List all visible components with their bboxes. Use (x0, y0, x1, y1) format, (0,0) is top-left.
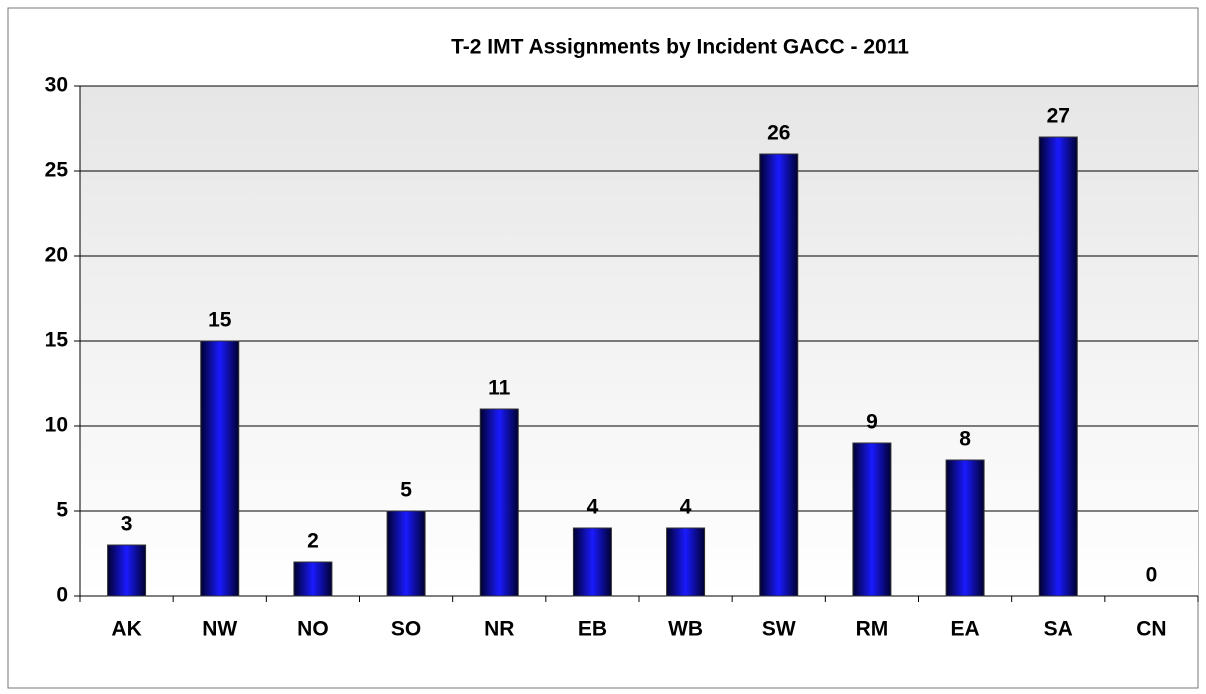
x-tick-label: WB (668, 618, 703, 641)
bar (666, 527, 706, 597)
y-tick-label: 5 (56, 499, 68, 522)
x-tick-label: NO (297, 618, 329, 641)
bar (293, 561, 333, 597)
data-label: 9 (866, 411, 878, 434)
data-label: 15 (208, 309, 232, 332)
chart-title: T-2 IMT Assignments by Incident GACC - 2… (451, 36, 909, 59)
data-label: 4 (680, 496, 692, 519)
data-label: 2 (307, 530, 319, 553)
bar (479, 408, 519, 597)
bar (852, 442, 892, 597)
data-label: 27 (1047, 105, 1070, 128)
bar (572, 527, 612, 597)
data-label: 4 (587, 496, 599, 519)
x-tick-label: CN (1136, 618, 1166, 641)
bar (945, 459, 985, 597)
y-tick-label: 20 (45, 244, 68, 267)
x-tick-label: EA (950, 618, 979, 641)
data-label: 3 (121, 513, 133, 536)
x-tick-label: EB (578, 618, 607, 641)
bar (1038, 136, 1078, 597)
x-tick-label: AK (111, 618, 141, 641)
y-tick-label: 0 (56, 584, 68, 607)
data-label: 11 (488, 377, 511, 400)
y-tick-label: 25 (45, 159, 69, 182)
x-tick-label: NR (484, 618, 514, 641)
x-tick-label: SO (391, 618, 421, 641)
bar (759, 153, 799, 597)
bar (107, 544, 147, 597)
data-label: 8 (959, 428, 971, 451)
data-label: 0 (1146, 564, 1158, 587)
y-tick-label: 30 (45, 74, 68, 97)
y-tick-label: 10 (45, 414, 68, 437)
bar (386, 510, 426, 597)
x-tick-label: SW (762, 618, 796, 641)
bar (200, 340, 240, 597)
data-label: 26 (767, 122, 790, 145)
data-label: 5 (400, 479, 412, 502)
x-tick-label: RM (856, 618, 889, 641)
y-tick-label: 15 (45, 329, 69, 352)
x-tick-label: NW (202, 618, 237, 641)
x-tick-label: SA (1044, 618, 1073, 641)
